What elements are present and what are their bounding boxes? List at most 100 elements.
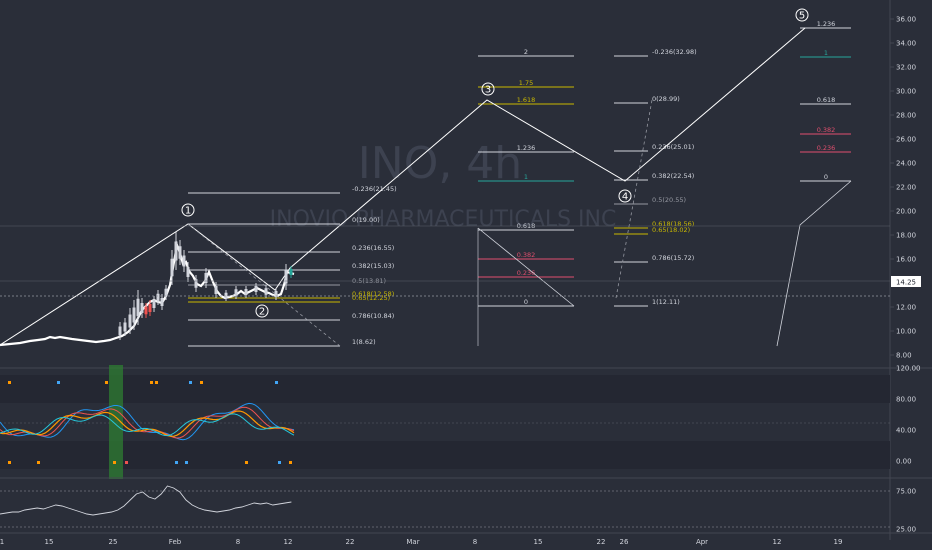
price-tick-label: 36.00 <box>896 16 916 24</box>
candle-body <box>194 279 198 288</box>
indicator-tick-label: 120.00 <box>896 365 921 373</box>
signal-marker <box>200 381 203 384</box>
candle-body <box>170 258 174 277</box>
fib-level-label: 0.382(15.03) <box>352 262 394 270</box>
candle-body <box>136 298 140 317</box>
wave-label: 4 <box>622 192 628 203</box>
oscillator-line <box>0 410 295 437</box>
candle-body <box>289 269 293 275</box>
indicator-pane-rsi[interactable]: 75.00 25.00 <box>0 477 932 534</box>
indicator-pane-oscillator[interactable]: 120.00 80.00 40.00 0.00 <box>0 365 932 480</box>
candle-body <box>118 326 122 336</box>
time-tick-label: 1 <box>0 538 4 546</box>
wave-labels: 1 2 3 4 5 <box>181 8 809 318</box>
candle-body <box>132 307 136 323</box>
wave-label-circle <box>255 304 269 318</box>
price-tick-label: 16.00 <box>896 256 916 264</box>
signal-marker <box>278 461 281 464</box>
indicator-tick-label: 40.00 <box>896 427 916 435</box>
wave-label-circle <box>181 203 195 217</box>
signal-marker <box>175 461 178 464</box>
time-tick-label: 22 <box>346 538 355 546</box>
time-tick-label: 15 <box>534 538 543 546</box>
signal-marker <box>105 381 108 384</box>
price-axis[interactable]: 36.00 34.00 32.00 30.00 28.00 26.00 24.00 22.00… <box>889 0 916 540</box>
time-tick-label: 12 <box>773 538 782 546</box>
time-axis[interactable]: 1 15 25 Feb 8 12 22 Mar 8 15 22 26 Apr 12 19 <box>0 532 932 546</box>
price-tick-label: 34.00 <box>896 40 916 48</box>
candle-body <box>224 292 228 299</box>
price-tick-label: 8.00 <box>896 352 912 360</box>
candle-body <box>156 293 160 302</box>
wave-label-circle <box>795 8 809 22</box>
candle-body <box>148 304 152 312</box>
fib-level-label: 2 <box>524 48 528 56</box>
fib-level-label: 0.786(10.84) <box>352 312 394 320</box>
time-tick-label: 15 <box>45 538 54 546</box>
price-tick-label: 30.00 <box>896 88 916 96</box>
fib-level-label: 0.236 <box>517 269 536 277</box>
watermark-symbol: INO, 4h <box>358 138 522 189</box>
candle-body <box>274 291 278 297</box>
fibonacci-tools[interactable]: -0.236(21.45) 0(19.00) 0.236(16.55) 0.382(1… <box>188 20 851 347</box>
signal-marker <box>275 381 278 384</box>
fib-level-label: 0(28.99) <box>652 95 680 103</box>
fib-trend-line <box>477 227 575 307</box>
price-tick-label: 12.00 <box>896 304 916 312</box>
fib-level-label: 0 <box>524 298 528 306</box>
time-tick-label: 25 <box>109 538 118 546</box>
signal-marker <box>155 381 158 384</box>
elliott-wave-projection[interactable] <box>0 27 852 347</box>
candle-body <box>234 289 238 296</box>
fib-level-label: 1.618 <box>517 96 536 104</box>
candle-body <box>123 322 127 332</box>
signal-marker <box>57 381 60 384</box>
watermark-company: INOVIO PHARMACEUTICALS INC <box>270 207 617 232</box>
signal-marker <box>125 461 128 464</box>
candle-body <box>152 300 156 308</box>
fib-level-label: 1.75 <box>519 79 533 87</box>
candle-body <box>178 246 182 259</box>
signal-marker <box>289 461 292 464</box>
time-tick-label: Mar <box>406 538 419 546</box>
fib-trend-line <box>776 180 852 347</box>
candle-body <box>164 288 168 297</box>
wave-label: 1 <box>185 206 191 217</box>
candle-body <box>182 255 186 267</box>
fib-level-label: 0.236(16.55) <box>352 244 394 252</box>
highlight-zone <box>109 365 123 479</box>
price-tick-label: 32.00 <box>896 64 916 72</box>
fib-level-label: 0.382 <box>817 126 836 134</box>
price-tick-label: 22.00 <box>896 184 916 192</box>
fib-level-label: 1.236 <box>817 20 836 28</box>
oscillator-line <box>0 406 295 439</box>
signal-marker <box>37 461 40 464</box>
candle-body <box>128 314 132 328</box>
fib-level-label: -0.236(21.45) <box>352 185 397 193</box>
candle-body <box>140 303 144 313</box>
fib-level-label: 0.5(20.55) <box>652 196 686 204</box>
candle-body <box>264 288 268 295</box>
fib-level-label: 0.382(22.54) <box>652 172 694 180</box>
indicator-tick-label: 0.00 <box>896 458 912 466</box>
fib-level-label: 0.382 <box>517 251 536 259</box>
signal-marker <box>185 461 188 464</box>
time-tick-label: 8 <box>236 538 240 546</box>
fib-level-label: 1(8.62) <box>352 338 376 346</box>
time-tick-label: 8 <box>473 538 477 546</box>
signal-marker <box>189 381 192 384</box>
time-tick-label: 26 <box>620 538 629 546</box>
signal-marker <box>150 381 153 384</box>
indicator2-tick-label: 25.00 <box>896 526 916 534</box>
price-tick-label: 18.00 <box>896 232 916 240</box>
wave-label: 2 <box>259 307 265 318</box>
time-tick-label: Feb <box>169 538 182 546</box>
time-tick-label: 19 <box>834 538 843 546</box>
price-tick-label: 28.00 <box>896 112 916 120</box>
fib-level-label: 0(19.00) <box>352 216 380 224</box>
price-tick-label: 10.00 <box>896 328 916 336</box>
candle-body <box>174 241 178 261</box>
fib-level-label: 1 <box>524 173 528 181</box>
fib-level-label: 0.618(12.58) <box>352 290 394 298</box>
